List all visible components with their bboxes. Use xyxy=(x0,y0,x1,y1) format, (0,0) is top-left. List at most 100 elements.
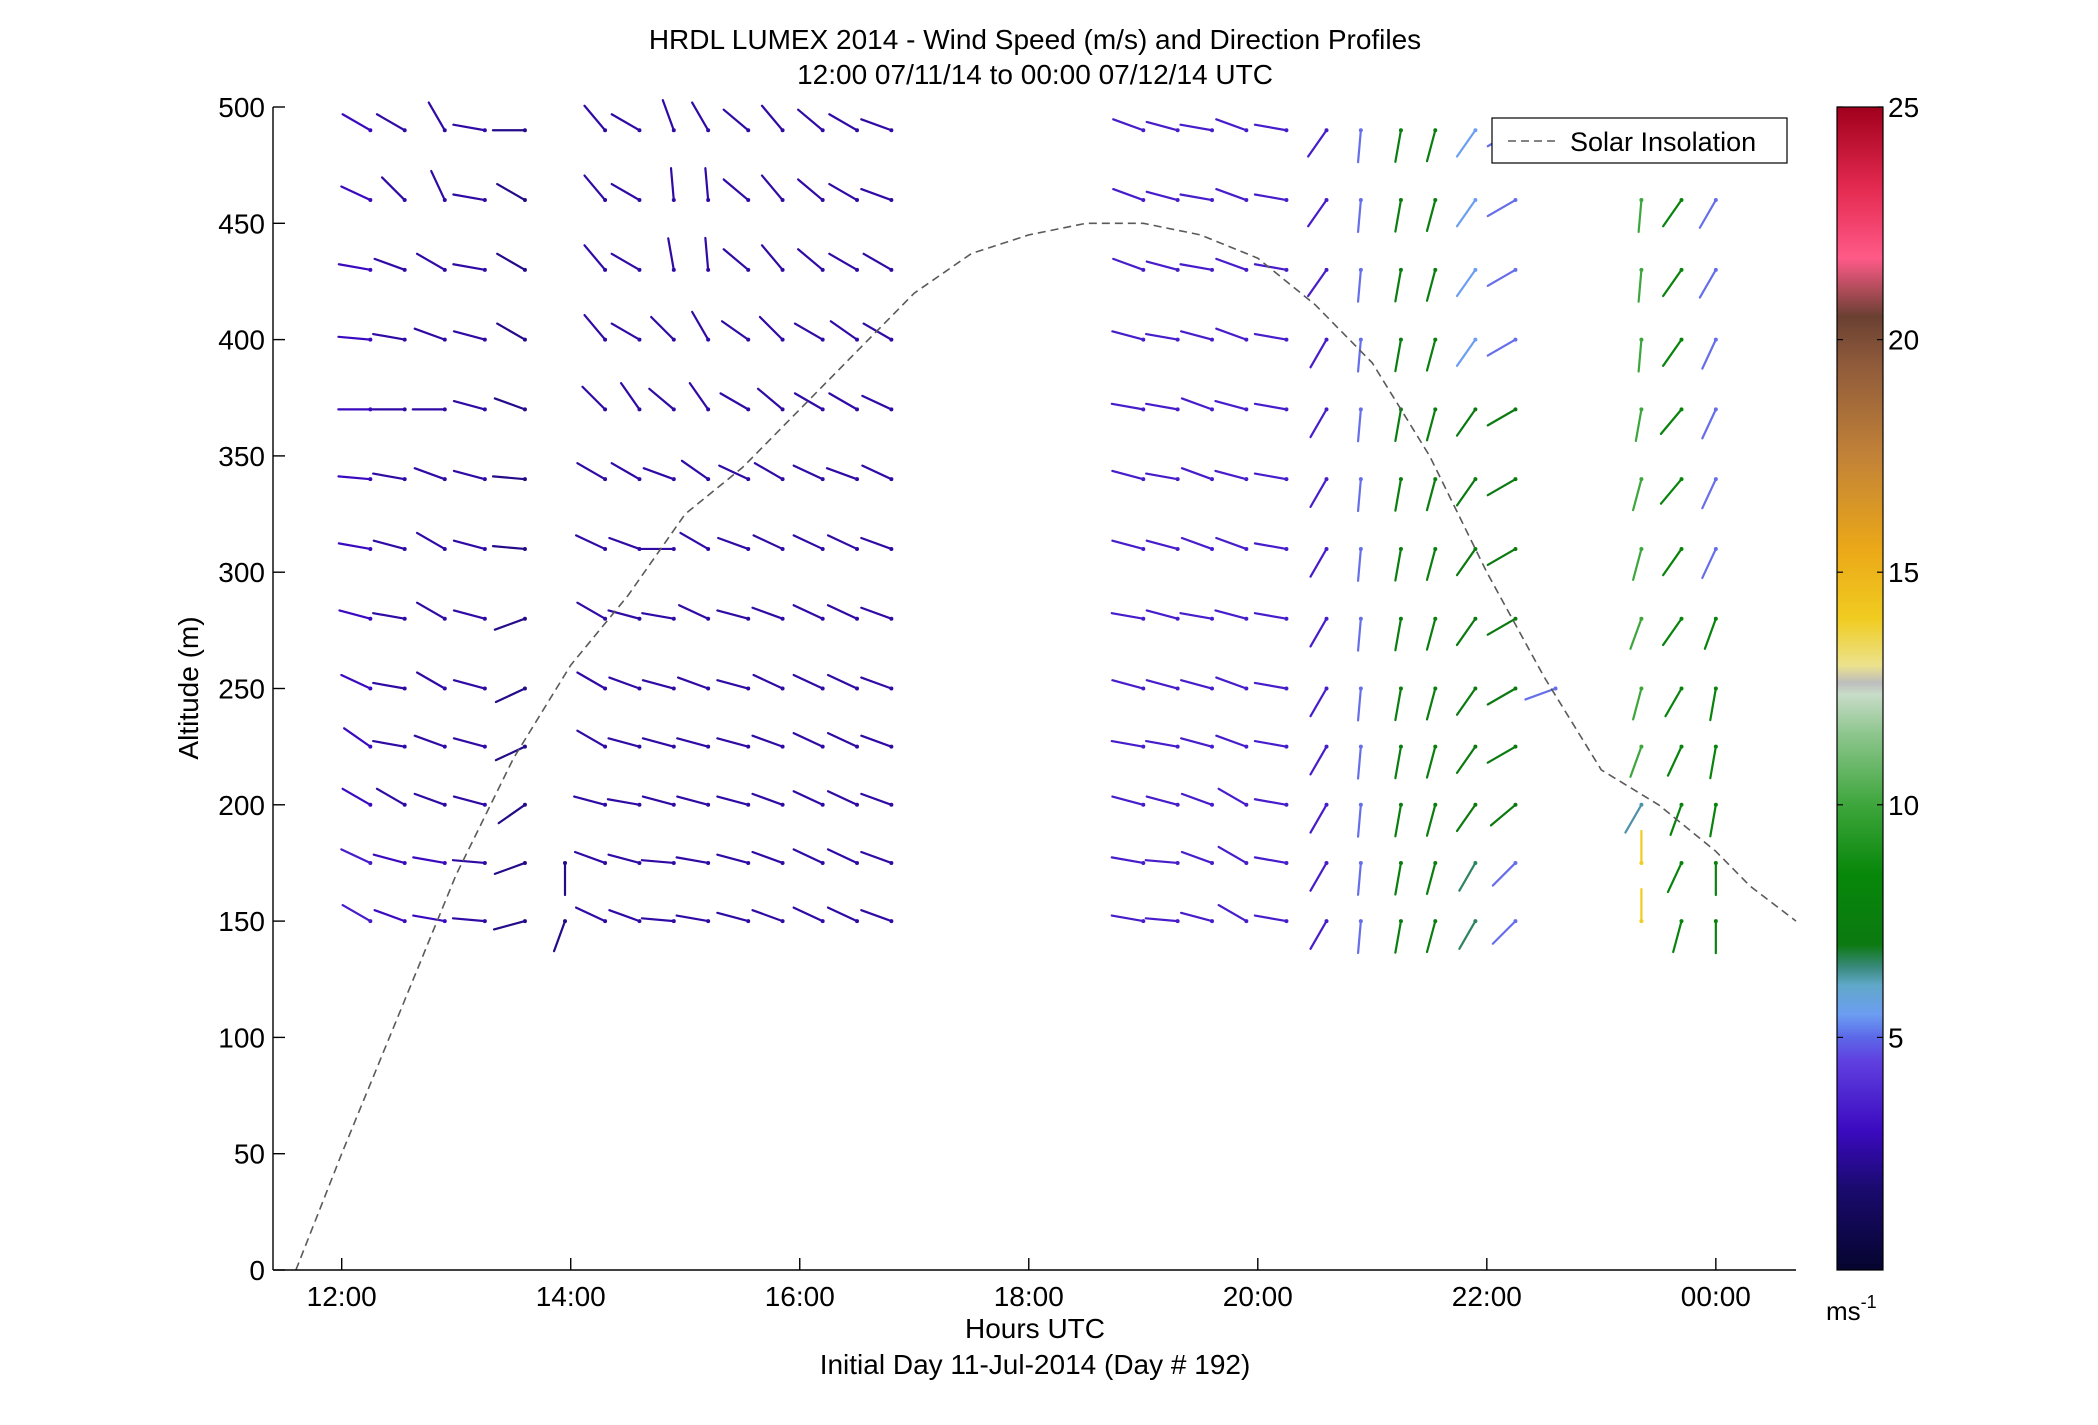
wind-barb xyxy=(1214,399,1248,411)
wind-barb xyxy=(1394,745,1403,780)
wind-barb-station xyxy=(402,919,407,924)
wind-barb-station xyxy=(1513,546,1518,551)
wind-barb xyxy=(1394,617,1403,652)
x-tick-label: 00:00 xyxy=(1681,1281,1751,1312)
wind-barb-station xyxy=(1324,802,1329,807)
wind-barb-station xyxy=(637,744,642,749)
wind-barb xyxy=(792,790,824,806)
wind-barb-station xyxy=(706,128,711,133)
wind-barb xyxy=(1145,120,1179,132)
wind-barb xyxy=(1215,118,1248,132)
wind-barb xyxy=(1486,408,1517,427)
wind-barb xyxy=(1632,547,1643,581)
wind-barb xyxy=(722,108,750,132)
wind-barb-station xyxy=(820,477,825,482)
wind-barb xyxy=(1253,739,1288,748)
wind-barb xyxy=(792,464,824,481)
wind-barb-station xyxy=(1513,744,1518,749)
wind-barb xyxy=(1486,338,1517,357)
wind-barb-station xyxy=(1473,860,1478,865)
y-tick-label: 350 xyxy=(218,441,265,472)
wind-barb-station xyxy=(780,802,785,807)
wind-barb-station xyxy=(1175,267,1180,272)
colorbar-tick-label: 15 xyxy=(1888,557,1919,588)
wind-barb-station xyxy=(1398,128,1403,133)
wind-barb xyxy=(860,118,893,132)
wind-barb xyxy=(1253,681,1288,690)
wind-barb xyxy=(340,673,372,690)
wind-barb-station xyxy=(1175,744,1180,749)
wind-barb xyxy=(826,604,859,620)
wind-barb-station xyxy=(1679,198,1684,203)
x-tick-label: 22:00 xyxy=(1452,1281,1522,1312)
wind-barb-station xyxy=(780,337,785,342)
wind-barb xyxy=(1425,198,1437,233)
wind-barb xyxy=(826,534,859,551)
wind-barb xyxy=(1179,123,1214,132)
wind-barb xyxy=(1215,327,1248,341)
wind-barb xyxy=(1486,687,1517,706)
wind-barb-station xyxy=(889,802,894,807)
y-tick-label: 150 xyxy=(218,906,265,937)
wind-barb-station xyxy=(889,919,894,924)
wind-barb xyxy=(1703,617,1717,650)
wind-barb xyxy=(607,737,641,748)
wind-barb-station xyxy=(1639,267,1644,272)
wind-barb xyxy=(1309,617,1328,648)
wind-barb-station xyxy=(1358,546,1363,551)
wind-barb xyxy=(340,185,372,202)
wind-barb xyxy=(1659,478,1683,505)
wind-barb-station xyxy=(522,128,527,133)
wind-barb xyxy=(1253,472,1288,481)
wind-barb xyxy=(1458,919,1477,950)
wind-barb xyxy=(1634,408,1643,442)
wind-barb xyxy=(337,263,372,271)
wind-barb xyxy=(860,734,893,748)
wind-barb xyxy=(669,167,675,202)
wind-barb-station xyxy=(1639,616,1644,621)
wind-barb-station xyxy=(1433,267,1438,272)
wind-barb-station xyxy=(1141,198,1146,203)
colorbar-gradient xyxy=(1836,106,1884,1271)
wind-barb xyxy=(642,467,675,481)
wind-barb-station xyxy=(820,686,825,691)
wind-barb xyxy=(576,729,607,748)
wind-barb xyxy=(496,252,527,271)
wind-barb xyxy=(341,113,372,132)
wind-barb xyxy=(494,687,527,704)
wind-barb xyxy=(1111,795,1145,806)
wind-barb-station xyxy=(820,198,825,203)
wind-barb-station xyxy=(1244,267,1249,272)
wind-barb-station xyxy=(482,802,487,807)
wind-barb xyxy=(1425,408,1437,442)
wind-barb xyxy=(691,101,710,132)
wind-barb xyxy=(1662,198,1683,228)
y-axis-label: Altitude (m) xyxy=(173,616,204,759)
wind-barb-station xyxy=(1141,477,1146,482)
wind-barb-station xyxy=(563,919,568,924)
wind-barb-station xyxy=(368,267,373,272)
wind-barb xyxy=(751,850,784,865)
wind-barb-station xyxy=(1358,267,1363,272)
wind-barb xyxy=(1309,687,1328,718)
wind-barb xyxy=(680,459,710,481)
wind-barb-station xyxy=(603,198,608,203)
wind-barb-station xyxy=(1284,477,1289,482)
y-tick-label: 450 xyxy=(218,208,265,239)
wind-barb-station xyxy=(1433,198,1438,203)
wind-barb-station xyxy=(1713,802,1718,807)
wind-barb-station xyxy=(855,744,860,749)
wind-barb xyxy=(1179,911,1214,923)
wind-barb xyxy=(1455,803,1477,833)
wind-barb-station xyxy=(1244,477,1249,482)
wind-barb-station xyxy=(706,407,711,412)
wind-barb xyxy=(583,313,607,341)
wind-barb-station xyxy=(563,860,568,865)
wind-barb-station xyxy=(671,919,676,924)
wind-barb xyxy=(862,322,893,341)
wind-barb-station xyxy=(820,546,825,551)
wind-barb-station xyxy=(855,802,860,807)
wind-barb xyxy=(1356,803,1362,838)
wind-barb xyxy=(1179,330,1214,341)
wind-barb xyxy=(648,387,675,411)
